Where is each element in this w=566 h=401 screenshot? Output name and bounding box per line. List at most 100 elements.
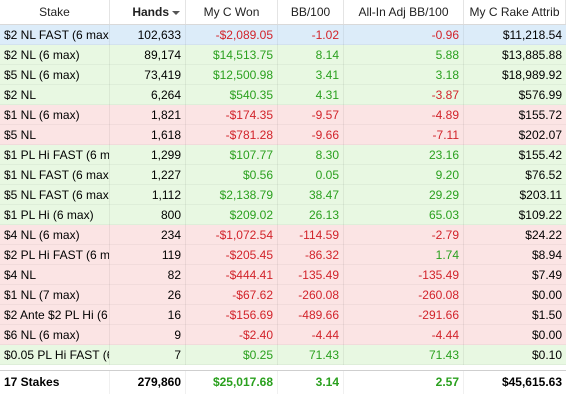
hands-cell: 102,633 bbox=[110, 25, 186, 45]
stake-cell: $5 NL FAST (6 max) bbox=[0, 185, 110, 205]
rake-attrib-cell: $24.22 bbox=[525, 228, 562, 242]
my-c-won-cell: -$2,089.05 bbox=[186, 25, 278, 45]
column-header-bb-100[interactable]: BB/100 bbox=[278, 0, 344, 24]
bb-100-cell: -86.32 bbox=[278, 245, 344, 265]
bb-100-cell: 26.13 bbox=[278, 205, 344, 225]
table-row[interactable]: $2 NL (6 max) 89,174 $14,513.75 8.14 5.88 $13… bbox=[0, 45, 566, 65]
my-c-won-cell: -$2.40 bbox=[186, 325, 278, 345]
bb-100-cell: 3.41 bbox=[278, 65, 344, 85]
my-c-won-cell: -$205.45 bbox=[186, 245, 278, 265]
table-row[interactable]: $1 NL FAST (6 max) 1,227 $0.56 0.05 9.20 $76.… bbox=[0, 165, 566, 185]
all-in-adj-bb-100-cell: 65.03 bbox=[344, 205, 464, 225]
stake-cell: $6 NL (6 max) bbox=[0, 325, 110, 345]
hands-cell: 1,299 bbox=[110, 145, 186, 165]
rake-attrib-cell: $0.00 bbox=[531, 288, 562, 302]
stake-cell: $5 NL bbox=[0, 125, 110, 145]
my-c-won-cell: -$444.41 bbox=[186, 265, 278, 285]
rake-attrib-cell: $1.50 bbox=[531, 308, 562, 322]
hands-cell: 73,419 bbox=[110, 65, 186, 85]
all-in-adj-bb-100-cell: -0.96 bbox=[344, 25, 464, 45]
all-in-adj-bb-100-cell: -7.11 bbox=[344, 125, 464, 145]
table-row[interactable]: $1 PL Hi FAST (6 max1,299$107.778.3023.1… bbox=[0, 145, 566, 165]
sort-descending-icon bbox=[172, 11, 180, 15]
all-in-adj-bb-100-cell: -135.49 bbox=[344, 265, 464, 285]
bb-100-cell: 38.47 bbox=[278, 185, 344, 205]
rake-attrib-cell: $11,218.54 bbox=[502, 28, 562, 42]
my-c-won-cell: -$174.35 bbox=[186, 105, 278, 125]
bb-100-cell: 8.14 bbox=[278, 45, 344, 65]
rake-attrib-cell: $18,989.92 bbox=[501, 68, 562, 82]
bb-100-cell: 4.31 bbox=[278, 85, 344, 105]
table-row[interactable]: $2 Ante $2 PL Hi (6 n 16 -$156.69 -489.66 -2… bbox=[0, 305, 566, 325]
hands-cell: 1,618 bbox=[110, 125, 186, 145]
column-header-rake-attrib[interactable]: My C Rake Attrib bbox=[464, 0, 566, 24]
totals-row: 17 Stakes 279,860 $25,017.68 3.14 2.57 $… bbox=[0, 370, 566, 394]
table-row[interactable]: $1 NL (7 max) 26 -$67.62 -260.08 -260.08 $0.0… bbox=[0, 285, 566, 305]
column-header-all-in-adj-bb-100[interactable]: All-In Adj BB/100 bbox=[344, 0, 464, 24]
stake-cell: $1 NL FAST (6 max) bbox=[0, 165, 110, 185]
my-c-won-cell: -$156.69 bbox=[186, 305, 278, 325]
table-row[interactable]: $6 NL (6 max) 9 -$2.40 -4.44 -4.44 $0.00 bbox=[0, 325, 566, 345]
bb-100-cell: 0.05 bbox=[278, 165, 344, 185]
hands-cell: 89,174 bbox=[110, 45, 186, 65]
stake-cell: $2 Ante $2 PL Hi (6 n bbox=[0, 305, 110, 325]
rake-attrib-cell: $0.10 bbox=[531, 348, 562, 362]
table-row[interactable]: $1 NL (6 max) 1,821 -$174.35 -9.57 -4.89 $155… bbox=[0, 105, 566, 125]
all-in-adj-bb-100-cell: -291.66 bbox=[344, 305, 464, 325]
my-c-won-cell: -$781.28 bbox=[186, 125, 278, 145]
all-in-adj-bb-100-cell: 29.29 bbox=[344, 185, 464, 205]
my-c-won-cell: $0.56 bbox=[186, 165, 278, 185]
table-row[interactable]: $1 PL Hi (6 max) 800 $209.02 26.13 65.03 $109… bbox=[0, 205, 566, 225]
my-c-won-cell: $2,138.79 bbox=[186, 185, 278, 205]
rake-attrib-cell: $203.11 bbox=[519, 188, 563, 202]
column-header-my-c-won[interactable]: My C Won bbox=[186, 0, 278, 24]
all-in-adj-bb-100-cell: 71.43 bbox=[344, 345, 464, 365]
totals-my-c-won: $25,017.68 bbox=[186, 371, 278, 394]
all-in-adj-bb-100-cell: -4.44 bbox=[344, 325, 464, 345]
all-in-adj-bb-100-cell: 1.74 bbox=[344, 245, 464, 265]
my-c-won-cell: $0.25 bbox=[186, 345, 278, 365]
table-row[interactable]: $4 NL (6 max) 234 -$1,072.54 -114.59 -2.79 $2… bbox=[0, 225, 566, 245]
table-row[interactable]: $4 NL 82 -$444.41 -135.49 -135.49 $7.49 bbox=[0, 265, 566, 285]
stake-cell: $0.05 PL Hi FAST (6 r bbox=[0, 345, 110, 365]
hands-cell: 119 bbox=[110, 245, 186, 265]
stake-cell: $2 NL FAST (6 max) bbox=[0, 25, 110, 45]
rake-attrib-cell: $0.00 bbox=[531, 328, 562, 342]
stake-cell: $1 NL (6 max) bbox=[0, 105, 110, 125]
hands-cell: 6,264 bbox=[110, 85, 186, 105]
bb-100-cell: 71.43 bbox=[278, 345, 344, 365]
stake-cell: $1 PL Hi (6 max) bbox=[0, 205, 110, 225]
stake-cell: $1 NL (7 max) bbox=[0, 285, 110, 305]
table-row[interactable]: $2 PL Hi FAST (6 max119-$205.45-86.321.7… bbox=[0, 245, 566, 265]
table-row[interactable]: $2 NL FAST (6 max) 102,633 -$2,089.05 -1.02… bbox=[0, 25, 566, 45]
stake-cell: $2 NL bbox=[0, 85, 110, 105]
all-in-adj-bb-100-cell: 23.16 bbox=[344, 145, 464, 165]
my-c-won-cell: $209.02 bbox=[186, 205, 278, 225]
table-row[interactable]: $5 NL FAST (6 max) 1,112 $2,138.79 38.47 29.… bbox=[0, 185, 566, 205]
table-row[interactable]: $5 NL 1,618 -$781.28 -9.66 -7.11 $202.07 bbox=[0, 125, 566, 145]
column-header-stake[interactable]: Stake bbox=[0, 0, 110, 24]
my-c-won-cell: -$1,072.54 bbox=[186, 225, 278, 245]
my-c-won-cell: $540.35 bbox=[186, 85, 278, 105]
hands-cell: 82 bbox=[110, 265, 186, 285]
hands-cell: 26 bbox=[110, 285, 186, 305]
hands-cell: 1,227 bbox=[110, 165, 186, 185]
my-c-won-cell: $12,500.98 bbox=[186, 65, 278, 85]
hands-cell: 16 bbox=[110, 305, 186, 325]
bb-100-cell: -260.08 bbox=[278, 285, 344, 305]
hands-cell: 234 bbox=[110, 225, 186, 245]
table-gap bbox=[0, 366, 566, 370]
bb-100-cell: -1.02 bbox=[278, 25, 344, 45]
rake-attrib-cell: $76.52 bbox=[525, 168, 562, 182]
bb-100-cell: -4.44 bbox=[278, 325, 344, 345]
bb-100-cell: -489.66 bbox=[278, 305, 344, 325]
table-row[interactable]: $0.05 PL Hi FAST (6 r 7 $0.25 71.43 71.43 $0.… bbox=[0, 345, 566, 365]
hands-cell: 1,112 bbox=[110, 185, 186, 205]
rake-attrib-cell: $109.22 bbox=[518, 208, 562, 222]
all-in-adj-bb-100-cell: 3.18 bbox=[344, 65, 464, 85]
table-row[interactable]: $5 NL (6 max) 73,419 $12,500.98 3.41 3.18 $18… bbox=[0, 65, 566, 85]
column-header-hands[interactable]: Hands bbox=[110, 0, 186, 24]
hands-cell: 1,821 bbox=[110, 105, 186, 125]
table-row[interactable]: $2 NL 6,264 $540.35 4.31 -3.87 $576.99 bbox=[0, 85, 566, 105]
